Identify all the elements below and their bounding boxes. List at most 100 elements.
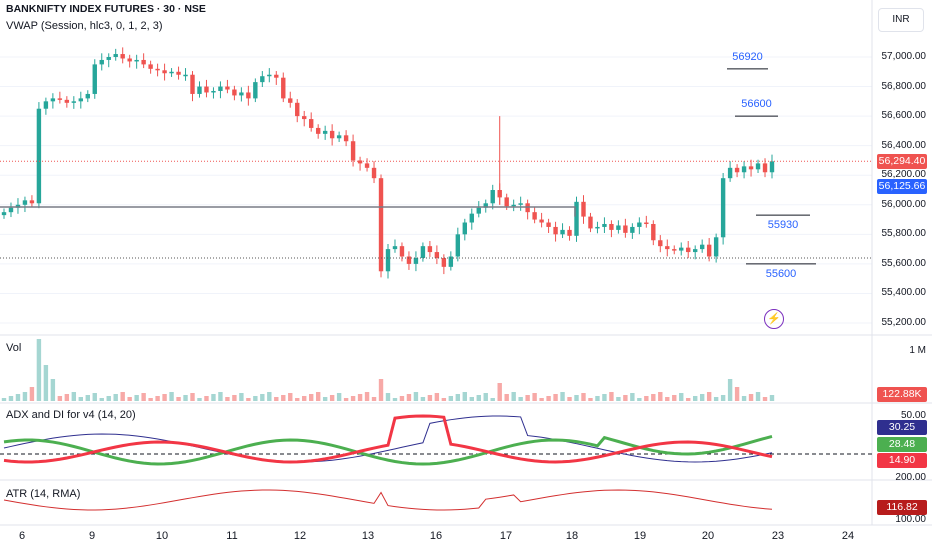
candle (281, 72, 286, 103)
candle (462, 218, 467, 241)
candle (546, 218, 551, 234)
volume-bar (8, 396, 14, 401)
volume-bar (623, 395, 628, 401)
candle (315, 124, 321, 139)
di-plus-badge: 28.48 (877, 437, 927, 452)
candle (441, 254, 447, 275)
volume-bar (120, 392, 125, 401)
volume-bar (588, 398, 593, 401)
price-tick-label: 56,000.00 (881, 198, 927, 210)
candle (329, 124, 335, 146)
candle (183, 68, 188, 81)
volume-bar (504, 394, 509, 401)
candle (644, 215, 649, 228)
volume-bar (490, 398, 495, 401)
atr-axis-tick: 200.00 (895, 472, 926, 483)
candle (727, 161, 733, 182)
volume-bar (336, 393, 342, 401)
candle (204, 79, 209, 98)
volume-bar (71, 392, 77, 401)
candle (413, 251, 419, 272)
volume-bar (162, 394, 167, 401)
candle (71, 96, 77, 109)
candle (455, 227, 461, 262)
candle (706, 238, 712, 262)
volume-bar (448, 396, 454, 401)
volume-bar (720, 395, 726, 401)
volume-bar (190, 393, 195, 401)
volume-bar (658, 392, 663, 401)
candle (295, 99, 300, 123)
volume-bar (378, 379, 384, 401)
volume-bar (727, 379, 733, 401)
time-tick-label: 9 (88, 530, 96, 542)
time-tick-label: 12 (293, 530, 307, 542)
candle (567, 226, 572, 241)
volume-bar (85, 395, 90, 401)
volume-bars (1, 339, 775, 401)
volume-bar (672, 395, 677, 401)
volume-bar (693, 396, 698, 401)
candle (637, 217, 642, 235)
candle (699, 239, 705, 253)
volume-bar (225, 397, 230, 401)
candle (630, 223, 635, 239)
price-tick-label: 55,200.00 (881, 317, 927, 328)
candle (693, 245, 698, 260)
volume-bar (665, 397, 670, 401)
volume-bar (469, 397, 474, 401)
volume-bar (50, 379, 56, 401)
candle (539, 212, 544, 228)
volume-bar (309, 394, 314, 401)
level-label: 55930 (767, 219, 799, 232)
volume-badge: 122.88K (877, 387, 927, 402)
volume-bar (734, 387, 740, 401)
volume-bar (560, 392, 565, 401)
volume-bar (364, 392, 370, 401)
candle (581, 195, 586, 224)
di-minus-line (3, 414, 773, 464)
candle (420, 242, 426, 262)
volume-bar (511, 392, 516, 401)
candle (574, 196, 579, 242)
candle (658, 235, 663, 253)
di-plus-line (3, 434, 773, 466)
currency-button[interactable]: INR (878, 8, 924, 32)
volume-bar (197, 398, 202, 401)
candle (155, 63, 160, 77)
time-tick-label: 6 (18, 530, 26, 542)
volume-bar (441, 398, 447, 401)
volume-bar (127, 397, 132, 401)
candle (553, 221, 558, 242)
candle (309, 112, 314, 132)
candle (134, 54, 139, 69)
volume-bar (518, 397, 523, 401)
candle (176, 66, 181, 80)
price-tick-label: 56,400.00 (881, 139, 927, 151)
vwap-line (0, 206, 576, 217)
candle (197, 81, 202, 98)
volume-bar (399, 396, 405, 401)
grid-lines (0, 0, 932, 526)
candle (1, 208, 7, 219)
volume-bar (113, 394, 118, 401)
candle (748, 159, 754, 177)
candle (734, 164, 740, 178)
candle (78, 91, 83, 109)
level-label: 56600 (741, 98, 772, 111)
lightning-icon[interactable]: ⚡ (764, 309, 784, 329)
volume-bar (288, 393, 293, 401)
candle (169, 68, 174, 77)
time-tick-label: 16 (429, 530, 443, 542)
price-tick-label: 56,600.00 (881, 110, 927, 122)
candle (476, 201, 481, 218)
candle (253, 78, 258, 103)
candle (616, 220, 621, 234)
volume-bar (232, 395, 237, 401)
adx-badge: 30.25 (877, 420, 927, 435)
volume-bar (15, 394, 21, 401)
volume-bar (630, 393, 635, 401)
candle (218, 81, 223, 99)
volume-bar (43, 365, 49, 401)
